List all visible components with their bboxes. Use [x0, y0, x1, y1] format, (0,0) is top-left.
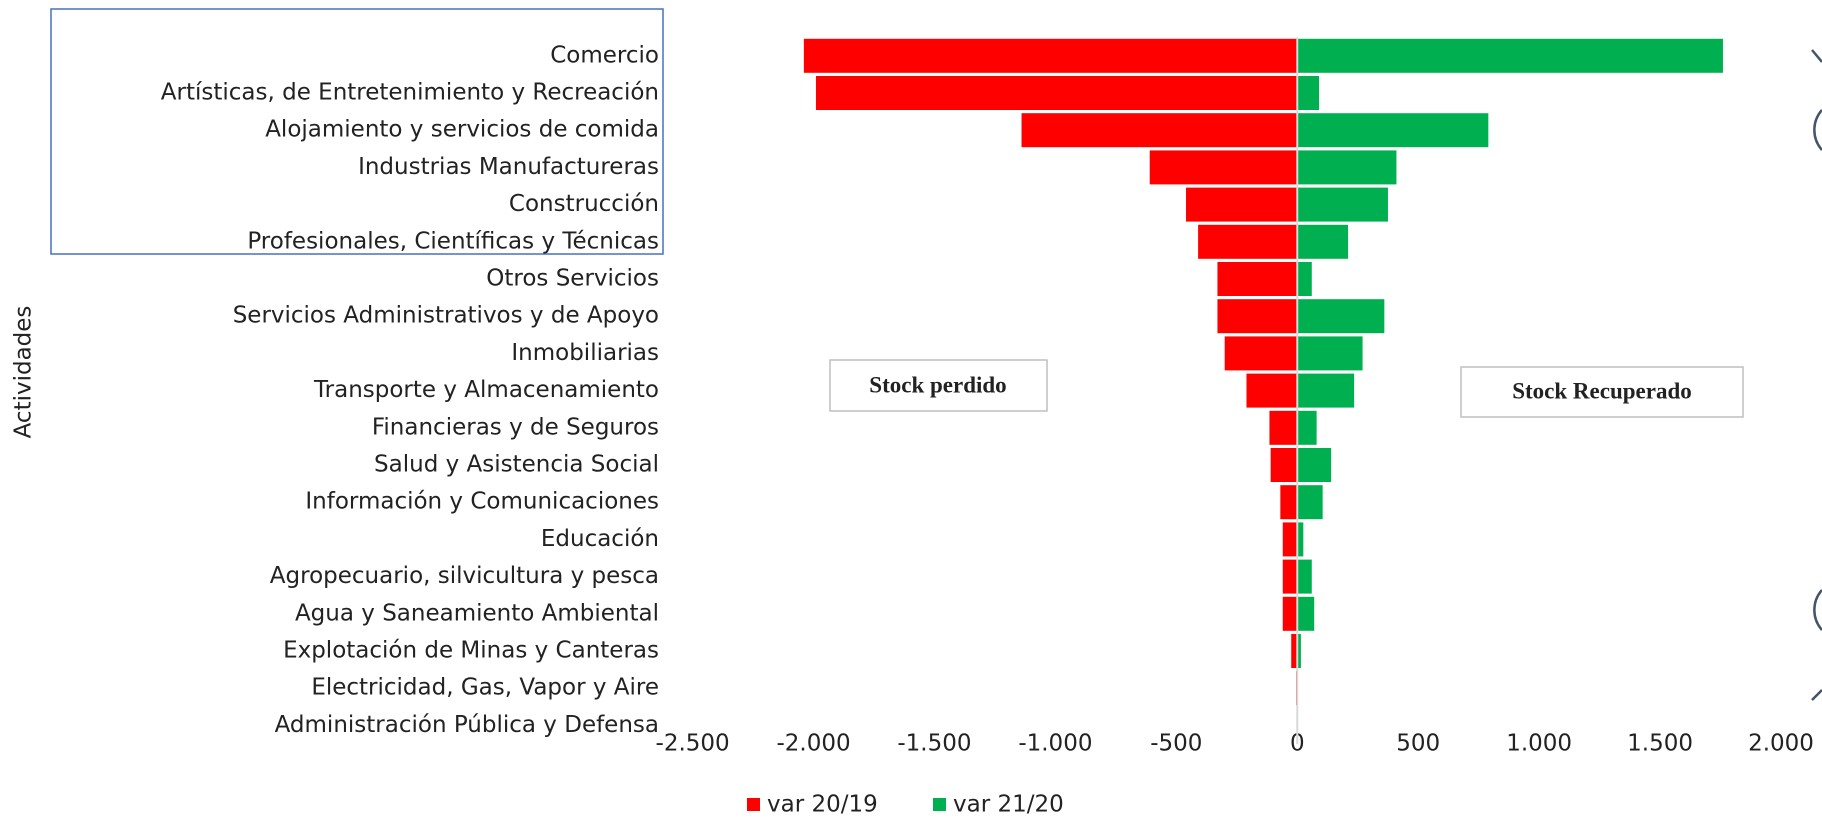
bar	[1282, 596, 1298, 631]
bar	[1297, 187, 1388, 222]
bar	[1269, 410, 1298, 445]
x-tick-label: -1.500	[897, 731, 971, 757]
bar	[1291, 634, 1298, 668]
bar	[1224, 336, 1298, 371]
bar	[1297, 224, 1349, 259]
y-tick-label: Servicios Administrativos y de Apoyo	[233, 303, 659, 329]
y-tick-label: Construcción	[509, 191, 659, 217]
bar	[1297, 38, 1723, 73]
legend-swatch	[933, 798, 946, 811]
y-tick-label: Alojamiento y servicios de comida	[265, 117, 659, 143]
bar	[1217, 299, 1298, 334]
bar	[1297, 448, 1332, 482]
y-tick-label: Información y Comunicaciones	[305, 489, 659, 515]
annotation: Stock perdido	[869, 372, 1006, 397]
highlight-box	[50, 8, 664, 255]
x-tick-label: 500	[1396, 731, 1440, 757]
bar	[1297, 485, 1323, 520]
y-tick-label: Otros Servicios	[486, 266, 659, 292]
bar	[1217, 262, 1298, 296]
y-tick-label: Educación	[541, 526, 659, 552]
bar	[1297, 113, 1489, 148]
bar	[1297, 410, 1317, 445]
bar	[1282, 559, 1298, 594]
bar	[1297, 299, 1385, 334]
y-tick-label: Financieras y de Seguros	[372, 414, 659, 440]
y-tick-label: Salud y Asistencia Social	[374, 452, 659, 478]
bar	[1246, 373, 1298, 408]
bar	[1282, 522, 1298, 557]
bar	[1280, 485, 1298, 520]
bar	[815, 76, 1298, 110]
y-tick-label: Inmobiliarias	[511, 340, 659, 366]
y-tick-label: Industrias Manufactureras	[358, 154, 659, 180]
bar	[1297, 522, 1304, 557]
bar	[1297, 634, 1301, 668]
x-tick-label: 1.000	[1506, 731, 1572, 757]
annotation-box	[1460, 366, 1744, 418]
x-tick-label: -2.000	[776, 731, 850, 757]
x-tick-label: -500	[1150, 731, 1202, 757]
y-axis-label: Actividades	[11, 306, 37, 439]
bar	[1297, 373, 1355, 408]
x-tick-label: -1.000	[1018, 731, 1092, 757]
bar	[1021, 113, 1298, 148]
bar	[1198, 224, 1298, 259]
y-tick-label: Transporte y Almacenamiento	[313, 377, 659, 403]
y-tick-label: Agropecuario, silvicultura y pesca	[270, 563, 659, 589]
bar	[1297, 262, 1312, 296]
annotation: Stock Recuperado	[1512, 378, 1692, 403]
y-tick-label: Agua y Saneamiento Ambiental	[295, 600, 659, 626]
y-tick-label: Administración Pública y Defensa	[275, 712, 659, 738]
bar	[1186, 187, 1298, 222]
bar	[1297, 336, 1363, 371]
legend-label: var 21/20	[953, 792, 1064, 818]
y-tick-label: Electricidad, Gas, Vapor y Aire	[311, 675, 659, 701]
y-tick-label: Comercio	[550, 42, 659, 68]
bar	[1297, 76, 1320, 110]
x-tick-label: 2.000	[1748, 731, 1814, 757]
y-tick-label: Artísticas, de Entretenimiento y Recreac…	[161, 80, 659, 106]
bar	[1297, 559, 1312, 594]
decoration	[1811, 49, 1822, 701]
y-tick-label: Explotación de Minas y Canteras	[283, 638, 659, 664]
bar	[1149, 150, 1298, 185]
bar	[1297, 596, 1315, 631]
annotation-box	[829, 359, 1048, 412]
x-tick-label: -2.500	[656, 731, 730, 757]
bar	[1270, 448, 1298, 482]
x-tick-label: 1.500	[1627, 731, 1693, 757]
bar	[1297, 150, 1397, 185]
bar	[803, 38, 1298, 73]
legend-swatch	[747, 798, 760, 811]
y-tick-label: Profesionales, Científicas y Técnicas	[247, 228, 659, 254]
legend-label: var 20/19	[767, 792, 878, 818]
